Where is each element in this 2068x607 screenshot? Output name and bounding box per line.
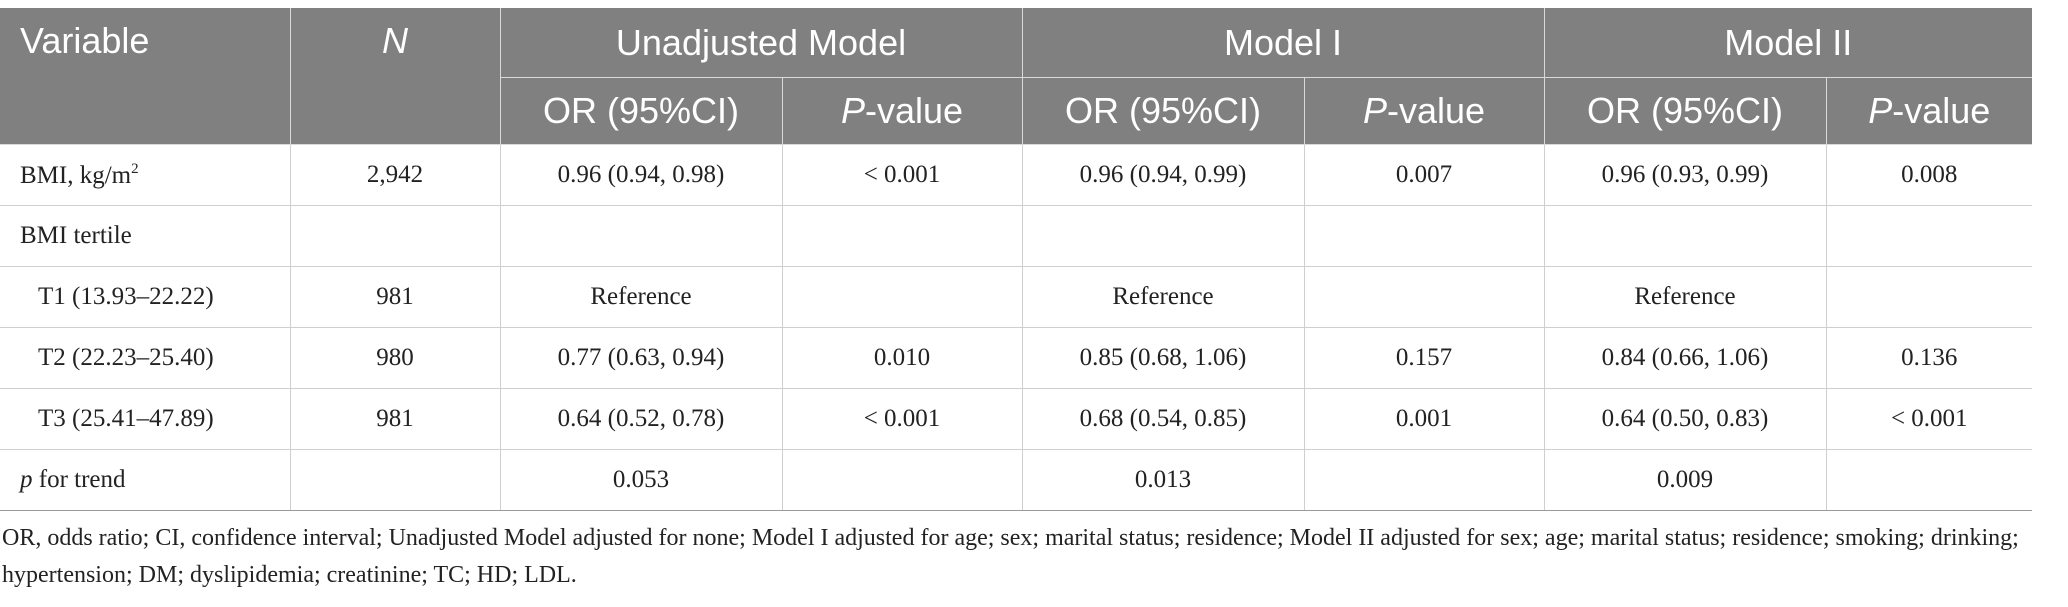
cell-or-model-ii: 0.96 (0.93, 0.99) — [1544, 144, 1827, 206]
header-p-italic: P — [840, 90, 865, 131]
cell-or-model-ii: Reference — [1544, 266, 1827, 328]
header-or-model-i: OR (95%CI) — [1022, 77, 1305, 145]
cell-or-model-i: 0.85 (0.68, 1.06) — [1022, 327, 1305, 389]
cell-p-unadjusted — [782, 266, 1023, 328]
cell-p-model-ii: 0.136 — [1826, 327, 2032, 389]
cell-p-model-i: 0.007 — [1304, 144, 1545, 206]
cell-or-unadjusted: 0.77 (0.63, 0.94) — [500, 327, 783, 389]
cell-p-model-i — [1304, 266, 1545, 328]
cell-p-unadjusted — [782, 449, 1023, 511]
cell-n — [290, 205, 501, 267]
cell-n: 981 — [290, 388, 501, 450]
header-p-model-ii: P-value — [1826, 77, 2032, 145]
table-row: T2 (22.23–25.40) 980 0.77 (0.63, 0.94) 0… — [0, 327, 2032, 389]
cell-or-model-ii: 0.84 (0.66, 1.06) — [1544, 327, 1827, 389]
cell-or-unadjusted: 0.64 (0.52, 0.78) — [500, 388, 783, 450]
results-table-container: Variable N Unadjusted Model Model I Mode… — [0, 8, 2068, 594]
row-label-superscript: 2 — [131, 160, 139, 177]
cell-or-model-i: 0.96 (0.94, 0.99) — [1022, 144, 1305, 206]
row-label: BMI tertile — [0, 205, 291, 267]
cell-or-unadjusted — [500, 205, 783, 267]
header-p-italic: P — [1868, 90, 1893, 131]
row-label: T1 (13.93–22.22) — [0, 266, 291, 328]
cell-n: 981 — [290, 266, 501, 328]
cell-p-unadjusted — [782, 205, 1023, 267]
cell-n: 980 — [290, 327, 501, 389]
header-variable: Variable — [0, 8, 291, 145]
header-or-unadjusted: OR (95%CI) — [500, 77, 783, 145]
cell-p-unadjusted: < 0.001 — [782, 144, 1023, 206]
header-n: N — [290, 8, 501, 145]
header-model-ii: Model II — [1544, 8, 2032, 78]
table-row: p for trend 0.053 0.013 0.009 — [0, 449, 2032, 511]
cell-p-model-i: 0.157 — [1304, 327, 1545, 389]
table-row: BMI tertile — [0, 205, 2032, 267]
row-label-italic: p — [20, 466, 33, 493]
table-footnote: OR, odds ratio; CI, confidence interval;… — [2, 525, 2019, 588]
row-label: T3 (25.41–47.89) — [0, 388, 291, 450]
cell-p-model-ii — [1826, 449, 2032, 511]
header-n-label: N — [382, 20, 408, 61]
cell-or-unadjusted: 0.053 — [500, 449, 783, 511]
regression-results-table: Variable N Unadjusted Model Model I Mode… — [0, 8, 2032, 511]
header-p-unadjusted: P-value — [782, 77, 1023, 145]
cell-or-unadjusted: Reference — [500, 266, 783, 328]
header-p-suffix: -value — [864, 90, 964, 131]
cell-n: 2,942 — [290, 144, 501, 206]
cell-or-model-i: 0.68 (0.54, 0.85) — [1022, 388, 1305, 450]
row-label-text: for trend — [32, 466, 126, 493]
cell-or-model-i — [1022, 205, 1305, 267]
header-p-suffix: -value — [1386, 90, 1486, 131]
cell-p-model-ii — [1826, 266, 2032, 328]
header-p-italic: P — [1362, 90, 1387, 131]
cell-p-model-i — [1304, 205, 1545, 267]
table-row: T3 (25.41–47.89) 981 0.64 (0.52, 0.78) <… — [0, 388, 2032, 450]
row-label: T2 (22.23–25.40) — [0, 327, 291, 389]
cell-or-model-ii — [1544, 205, 1827, 267]
row-label: BMI, kg/m2 — [0, 144, 291, 206]
cell-or-model-i: 0.013 — [1022, 449, 1305, 511]
row-label-text: BMI, kg/m — [20, 161, 132, 189]
cell-p-model-ii: 0.008 — [1826, 144, 2032, 206]
cell-or-model-i: Reference — [1022, 266, 1305, 328]
header-or-model-ii: OR (95%CI) — [1544, 77, 1827, 145]
header-model-i: Model I — [1022, 8, 1545, 78]
cell-p-model-i: 0.001 — [1304, 388, 1545, 450]
table-row: T1 (13.93–22.22) 981 Reference Reference… — [0, 266, 2032, 328]
row-label: p for trend — [0, 449, 291, 511]
cell-or-model-ii: 0.009 — [1544, 449, 1827, 511]
header-p-suffix: -value — [1892, 90, 1991, 131]
cell-p-unadjusted: < 0.001 — [782, 388, 1023, 450]
cell-p-model-i — [1304, 449, 1545, 511]
header-p-model-i: P-value — [1304, 77, 1545, 145]
cell-or-unadjusted: 0.96 (0.94, 0.98) — [500, 144, 783, 206]
cell-p-model-ii: < 0.001 — [1826, 388, 2032, 450]
cell-or-model-ii: 0.64 (0.50, 0.83) — [1544, 388, 1827, 450]
header-unadjusted-model: Unadjusted Model — [500, 8, 1023, 78]
table-row: BMI, kg/m2 2,942 0.96 (0.94, 0.98) < 0.0… — [0, 144, 2032, 206]
cell-p-unadjusted: 0.010 — [782, 327, 1023, 389]
cell-n — [290, 449, 501, 511]
cell-p-model-ii — [1826, 205, 2032, 267]
